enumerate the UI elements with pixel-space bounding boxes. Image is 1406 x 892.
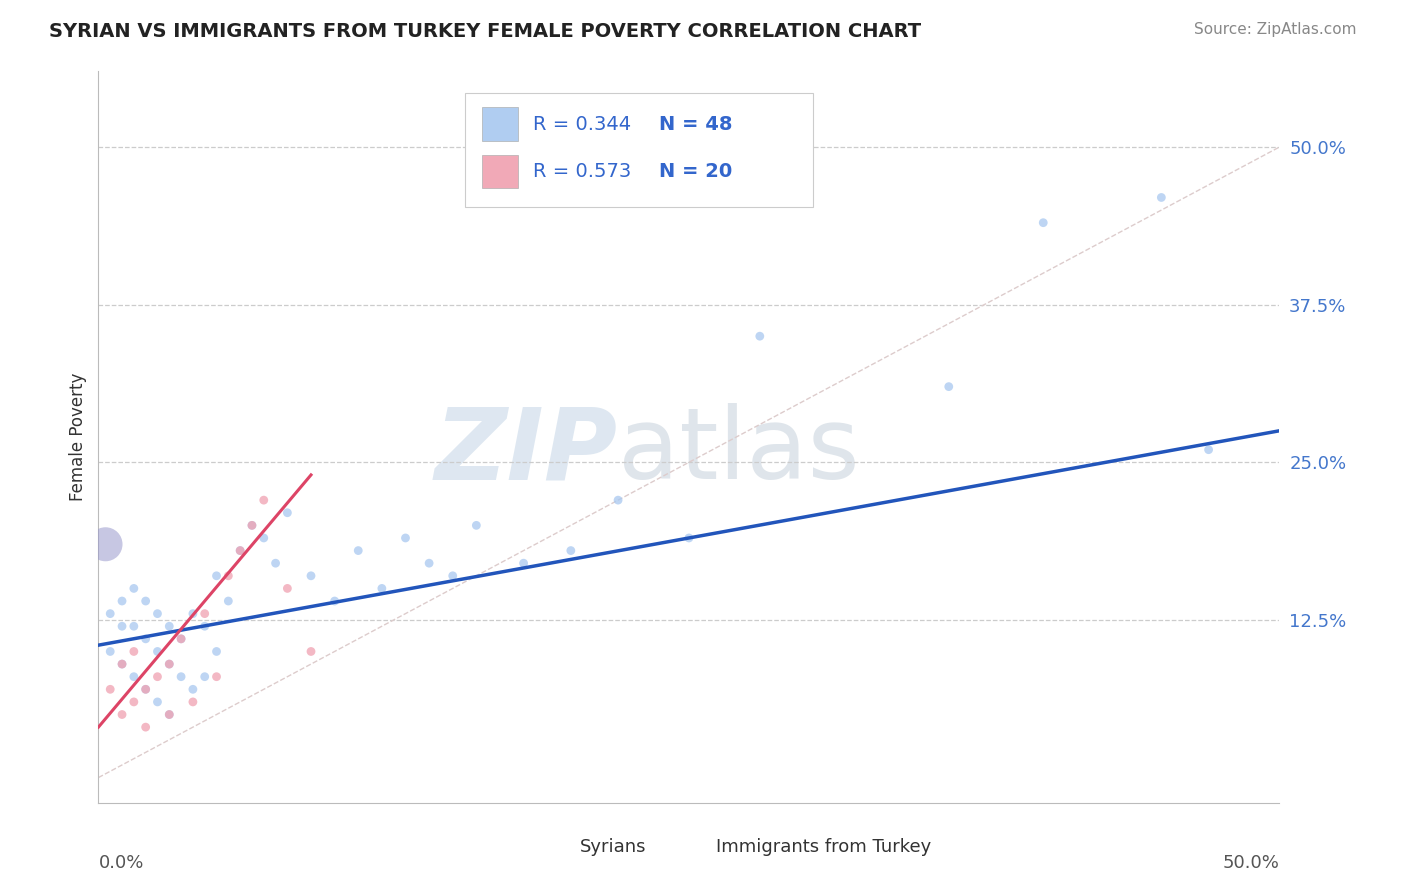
Point [135,720,157,734]
Point [347,543,370,558]
Text: Syrians: Syrians [581,838,647,856]
FancyBboxPatch shape [547,838,574,858]
Point [122,619,145,633]
Point [146,695,169,709]
Text: Source: ZipAtlas.com: Source: ZipAtlas.com [1194,22,1357,37]
Text: Immigrants from Turkey: Immigrants from Turkey [716,838,931,856]
Y-axis label: Female Poverty: Female Poverty [69,373,87,501]
Point [240,518,263,533]
Point [217,594,239,608]
Text: SYRIAN VS IMMIGRANTS FROM TURKEY FEMALE POVERTY CORRELATION CHART: SYRIAN VS IMMIGRANTS FROM TURKEY FEMALE … [49,22,921,41]
Point [146,670,169,684]
Point [181,695,204,709]
Point [170,632,193,646]
Point [157,619,180,633]
Point [678,531,700,545]
Point [98,682,121,697]
Point [1198,442,1220,457]
Point [194,670,217,684]
Point [205,670,228,684]
Point [240,518,263,533]
Text: 0.0%: 0.0% [98,854,143,872]
Point [299,644,322,658]
Point [181,607,204,621]
Point [111,707,134,722]
Point [217,569,239,583]
Point [264,556,287,570]
Point [276,582,298,596]
Point [111,657,134,671]
Point [194,607,217,621]
Text: N = 20: N = 20 [659,162,733,181]
Point [299,569,322,583]
Point [323,594,346,608]
Text: atlas: atlas [619,403,859,500]
FancyBboxPatch shape [464,94,813,207]
Point [181,682,204,697]
Point [135,632,157,646]
Text: 50.0%: 50.0% [1223,854,1279,872]
Text: ZIP: ZIP [434,403,619,500]
Point [135,682,157,697]
Point [170,670,193,684]
Point [253,531,276,545]
Point [135,682,157,697]
FancyBboxPatch shape [482,107,517,141]
Point [122,582,145,596]
Point [94,537,117,551]
Point [98,607,121,621]
Point [1150,190,1173,204]
Point [157,707,180,722]
Point [157,707,180,722]
Point [465,518,488,533]
Point [122,644,145,658]
Point [1032,216,1054,230]
Point [441,569,464,583]
Point [170,632,193,646]
FancyBboxPatch shape [482,154,517,188]
Text: N = 48: N = 48 [659,114,733,134]
Point [146,644,169,658]
Point [748,329,770,343]
Point [560,543,582,558]
Point [253,493,276,508]
Point [229,543,252,558]
Point [111,657,134,671]
Point [157,657,180,671]
Point [205,644,228,658]
Point [122,695,145,709]
Point [512,556,534,570]
Point [418,556,440,570]
Text: R = 0.573: R = 0.573 [533,162,631,181]
Point [194,619,217,633]
Point [157,657,180,671]
Point [98,644,121,658]
Point [371,582,394,596]
Point [111,594,134,608]
FancyBboxPatch shape [683,838,709,858]
Text: R = 0.344: R = 0.344 [533,114,631,134]
Point [205,569,228,583]
Point [146,607,169,621]
Point [394,531,416,545]
Point [938,379,960,393]
Point [111,619,134,633]
Point [122,670,145,684]
Point [607,493,630,508]
Point [135,594,157,608]
Point [276,506,298,520]
Point [229,543,252,558]
